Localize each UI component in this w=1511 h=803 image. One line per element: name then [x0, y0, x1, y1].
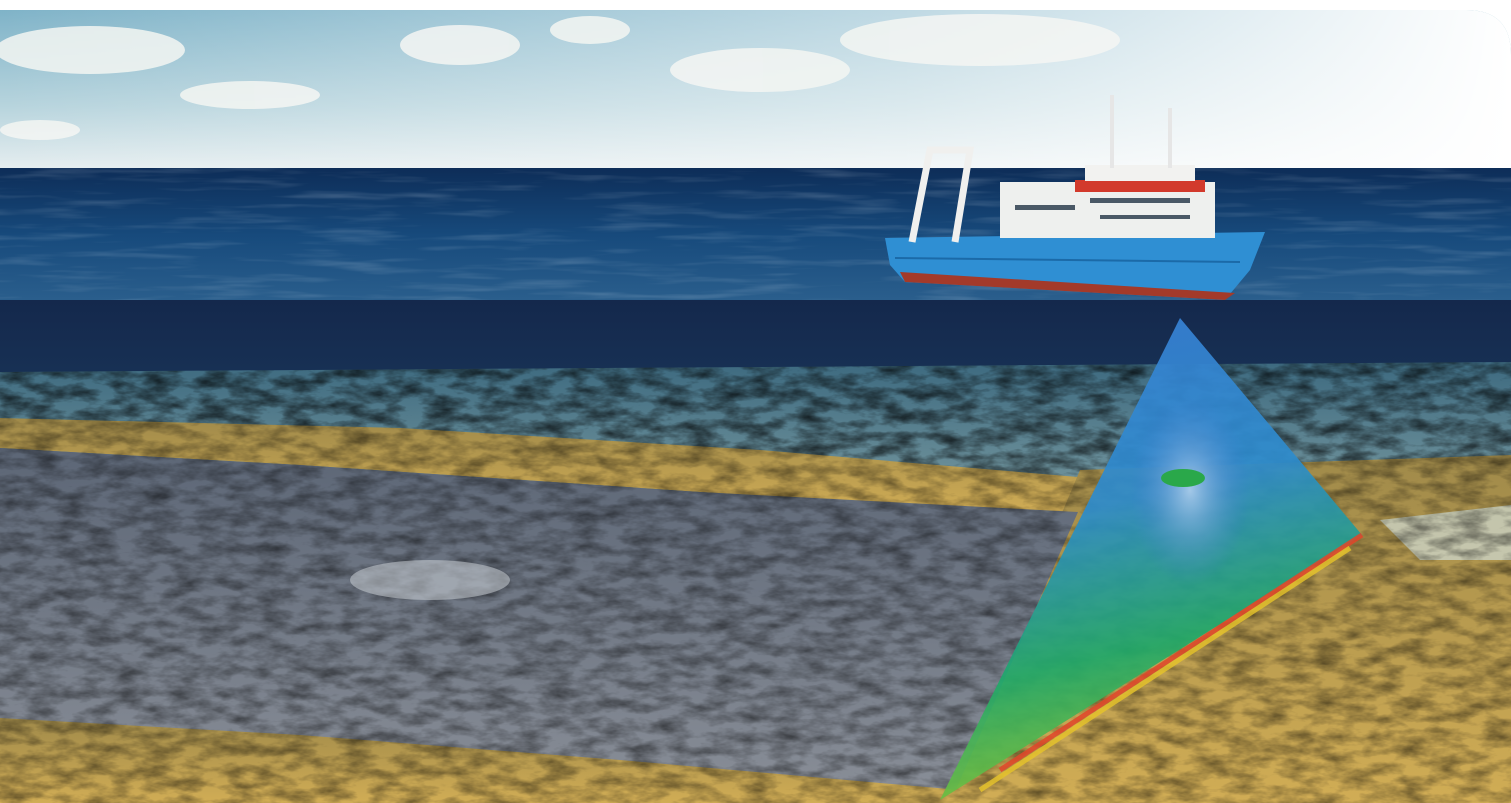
- bridge-stripe: [1075, 180, 1205, 192]
- ship: [885, 95, 1265, 300]
- sonar-feature: [1161, 469, 1205, 487]
- bridge: [1085, 165, 1195, 181]
- image: [0, 10, 1511, 803]
- sonar-edge-glow: [978, 545, 1352, 793]
- hull-waterline: [900, 272, 1235, 300]
- sonar-highlight: [1130, 395, 1250, 585]
- windows: [1015, 198, 1190, 219]
- clouds: [0, 14, 1120, 140]
- a-frame: [908, 146, 975, 243]
- seafloor-patch: [350, 560, 510, 600]
- sonar-edge: [998, 532, 1364, 773]
- wave-texture: [0, 168, 1511, 303]
- hull-stripe: [894, 257, 1241, 263]
